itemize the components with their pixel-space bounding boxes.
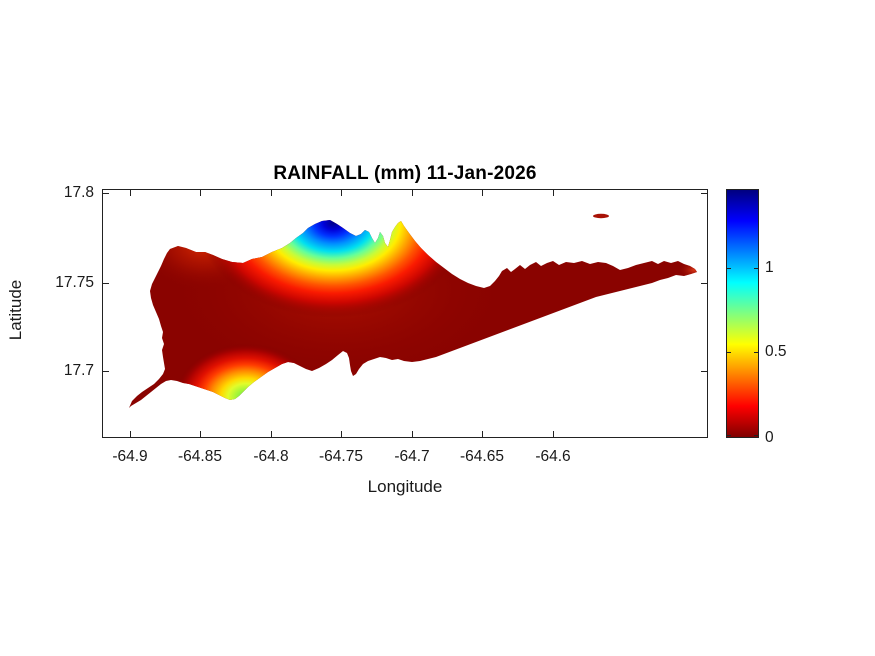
- y-tick-label: 17.7: [63, 362, 94, 379]
- colorbar-tick-label: 1: [765, 259, 774, 276]
- buck-islet: [593, 213, 609, 219]
- x-tick-mark: [412, 431, 413, 437]
- colorbar-tick-mark: [727, 268, 731, 269]
- colorbar-tick-mark: [754, 352, 758, 353]
- rain-glow-east-tip: [678, 260, 697, 280]
- y-tick-mark: [103, 371, 109, 372]
- x-tick-label: -64.8: [253, 448, 289, 465]
- x-tick-mark: [130, 431, 131, 437]
- chart-title: RAINFALL (mm) 11-Jan-2026: [273, 163, 537, 184]
- x-tick-mark: [200, 431, 201, 437]
- y-tick-label: 17.8: [63, 184, 94, 201]
- y-axis-label: Latitude: [6, 279, 25, 341]
- x-tick-mark: [271, 190, 272, 196]
- x-tick-label: -64.9: [112, 448, 148, 465]
- x-tick-mark: [341, 190, 342, 196]
- x-tick-label: -64.85: [178, 448, 222, 465]
- rain-hotspot-north: [198, 220, 468, 318]
- y-tick-mark: [701, 193, 707, 194]
- y-tick-mark: [701, 283, 707, 284]
- x-tick-mark: [341, 431, 342, 437]
- x-tick-mark: [482, 431, 483, 437]
- x-tick-mark: [130, 190, 131, 196]
- colorbar-tick-mark: [754, 435, 758, 436]
- x-axis-label: Longitude: [367, 477, 443, 496]
- island-map: [129, 213, 697, 408]
- colorbar-gradient: [727, 190, 758, 437]
- colorbar-tick-label: 0: [765, 429, 774, 446]
- y-tick-label: 17.75: [55, 274, 94, 291]
- colorbar-tick-mark: [727, 435, 731, 436]
- x-tick-mark: [200, 190, 201, 196]
- x-tick-mark: [482, 190, 483, 196]
- colorbar: [726, 189, 759, 438]
- x-tick-label: -64.6: [535, 448, 571, 465]
- y-tick-mark: [103, 283, 109, 284]
- x-tick-mark: [271, 431, 272, 437]
- y-tick-mark: [701, 371, 707, 372]
- colorbar-tick-mark: [727, 352, 731, 353]
- x-tick-mark: [553, 190, 554, 196]
- x-tick-label: -64.75: [319, 448, 363, 465]
- y-tick-mark: [103, 193, 109, 194]
- x-tick-mark: [412, 190, 413, 196]
- colorbar-tick-mark: [754, 268, 758, 269]
- x-tick-label: -64.7: [394, 448, 430, 465]
- colorbar-tick-label: 0.5: [765, 343, 787, 360]
- x-tick-label: -64.65: [460, 448, 504, 465]
- x-tick-mark: [553, 431, 554, 437]
- plot-area: [102, 189, 708, 438]
